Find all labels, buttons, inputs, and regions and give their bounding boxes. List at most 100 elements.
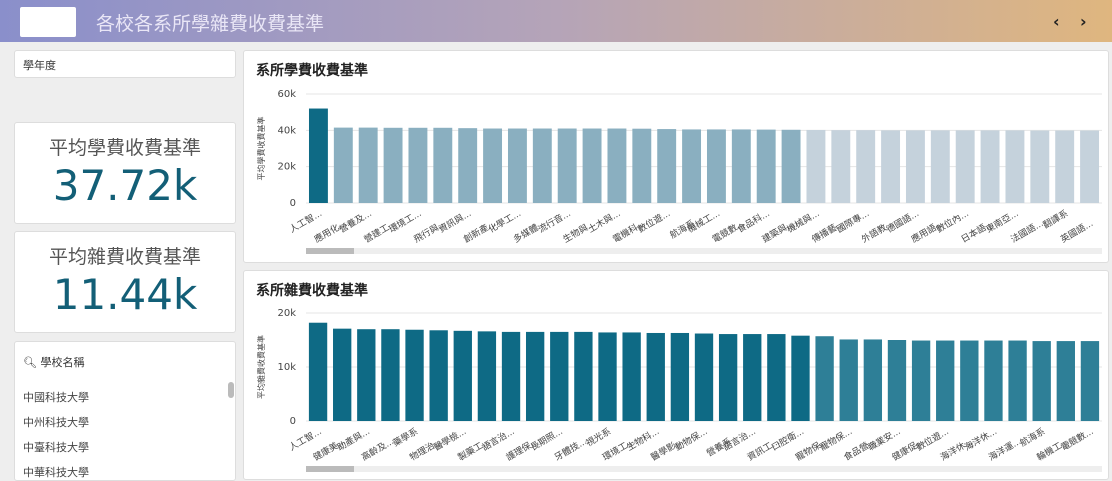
bar <box>881 130 901 203</box>
x-tick-label: 英國語... <box>1058 217 1095 245</box>
bar <box>856 130 876 203</box>
chart: 系所學費收費基準平均學費收費基準020k40k60k人工智...應用化...營養… <box>243 50 1109 263</box>
bar <box>408 127 428 203</box>
kpi-card: 平均雜費收費基準 11.44k <box>14 231 236 333</box>
bar <box>458 128 478 203</box>
bar <box>433 127 453 203</box>
y-tick-label: 20k <box>277 308 296 319</box>
bar <box>960 340 979 421</box>
bar <box>622 332 641 421</box>
search-box[interactable]: 🔍︎ 學校名稱 <box>23 356 85 369</box>
x-tick-label: 法國語... <box>1008 217 1045 245</box>
kpi-value: 11.44k <box>52 270 198 319</box>
bar <box>682 129 702 203</box>
bar <box>984 340 1003 421</box>
header: 各校各系所學雜費收費基準 ‹ › <box>0 0 1112 42</box>
bar <box>657 129 677 203</box>
bar <box>1056 341 1075 421</box>
y-tick-label: 40k <box>277 125 296 136</box>
bar <box>731 129 751 203</box>
y-axis-title: 平均雜費收費基準 <box>256 335 266 399</box>
logo <box>20 7 76 37</box>
kpi-label: 平均雜費收費基準 <box>48 246 201 268</box>
bar <box>582 128 602 203</box>
y-tick-label: 20k <box>277 162 296 173</box>
bar <box>839 339 858 421</box>
chart: 系所雜費收費基準平均雜費收費基準010k20k人工智...健康美...助產與..… <box>243 270 1109 480</box>
bar <box>477 331 497 421</box>
bar <box>1080 341 1100 421</box>
bar <box>781 129 801 203</box>
bar <box>308 108 328 203</box>
bar <box>525 331 545 421</box>
bar <box>1080 130 1100 203</box>
bar <box>694 333 714 421</box>
scrollbar-track <box>306 248 1102 254</box>
scrollbar-thumb[interactable] <box>306 466 354 472</box>
bar <box>483 128 503 203</box>
bar <box>887 340 907 421</box>
bar <box>607 128 627 203</box>
header-title: 各校各系所學雜費收費基準 <box>96 13 325 35</box>
x-tick-label: 人工智... <box>287 425 324 453</box>
bar <box>550 331 569 421</box>
bar <box>743 334 762 421</box>
bar <box>1005 130 1025 203</box>
bar <box>358 127 378 203</box>
bar <box>557 128 577 203</box>
bar <box>980 130 1000 203</box>
bar <box>756 129 776 203</box>
school-item[interactable]: 中國科技大學 <box>23 391 89 404</box>
bar <box>670 332 690 421</box>
school-item[interactable]: 中州科技大學 <box>23 416 89 429</box>
y-tick-label: 0 <box>290 198 296 209</box>
bar <box>718 334 738 421</box>
bar <box>357 329 376 421</box>
x-tick-label: 視光系 <box>584 425 613 449</box>
kpi-value: 37.72k <box>52 161 198 210</box>
bar <box>791 335 810 421</box>
kpi-card: 平均學費收費基準 37.72k <box>14 122 236 224</box>
x-tick-label: 翻譯系 <box>1041 207 1070 231</box>
scrollbar[interactable] <box>228 382 234 398</box>
bar <box>574 331 593 421</box>
chart-title: 系所學費收費基準 <box>256 62 368 79</box>
filter-label: 學年度 <box>23 59 56 72</box>
x-tick-label: 航海系 <box>1018 425 1047 449</box>
school-item[interactable]: 中臺科技大學 <box>23 441 89 454</box>
bar <box>955 130 975 203</box>
bar <box>381 329 400 421</box>
school-item[interactable]: 中華科技大學 <box>23 466 89 479</box>
y-axis-title: 平均學費收費基準 <box>256 117 266 181</box>
bar <box>1055 130 1075 203</box>
scrollbar-track <box>306 466 1102 472</box>
search-label: 學校名稱 <box>40 356 85 369</box>
next-button[interactable]: › <box>1080 12 1087 31</box>
x-tick-label: 人工智... <box>287 207 324 235</box>
bar <box>806 129 826 203</box>
bar <box>453 330 472 421</box>
bar <box>1008 340 1027 421</box>
bar <box>532 128 552 203</box>
bar <box>598 332 617 421</box>
prev-button[interactable]: ‹ <box>1053 12 1060 31</box>
year-filter[interactable]: 學年度 <box>14 50 236 78</box>
kpi-label: 平均學費收費基準 <box>48 137 201 159</box>
scrollbar-thumb[interactable] <box>306 248 354 254</box>
bar <box>1032 341 1051 421</box>
bar <box>936 340 955 421</box>
bar <box>767 334 786 421</box>
bar <box>507 128 527 203</box>
x-tick-label: 藥學系 <box>391 425 420 449</box>
bar <box>646 332 665 421</box>
school-list: 🔍︎ 學校名稱 中國科技大學 中州科技大學 中臺科技大學 中華科技大學 <box>14 341 236 481</box>
bar <box>405 329 424 421</box>
bar <box>930 130 950 203</box>
bar <box>905 130 925 203</box>
bar <box>863 339 883 421</box>
bar <box>815 336 834 421</box>
bar <box>308 322 328 421</box>
bar <box>1030 130 1050 203</box>
bar <box>831 130 851 203</box>
